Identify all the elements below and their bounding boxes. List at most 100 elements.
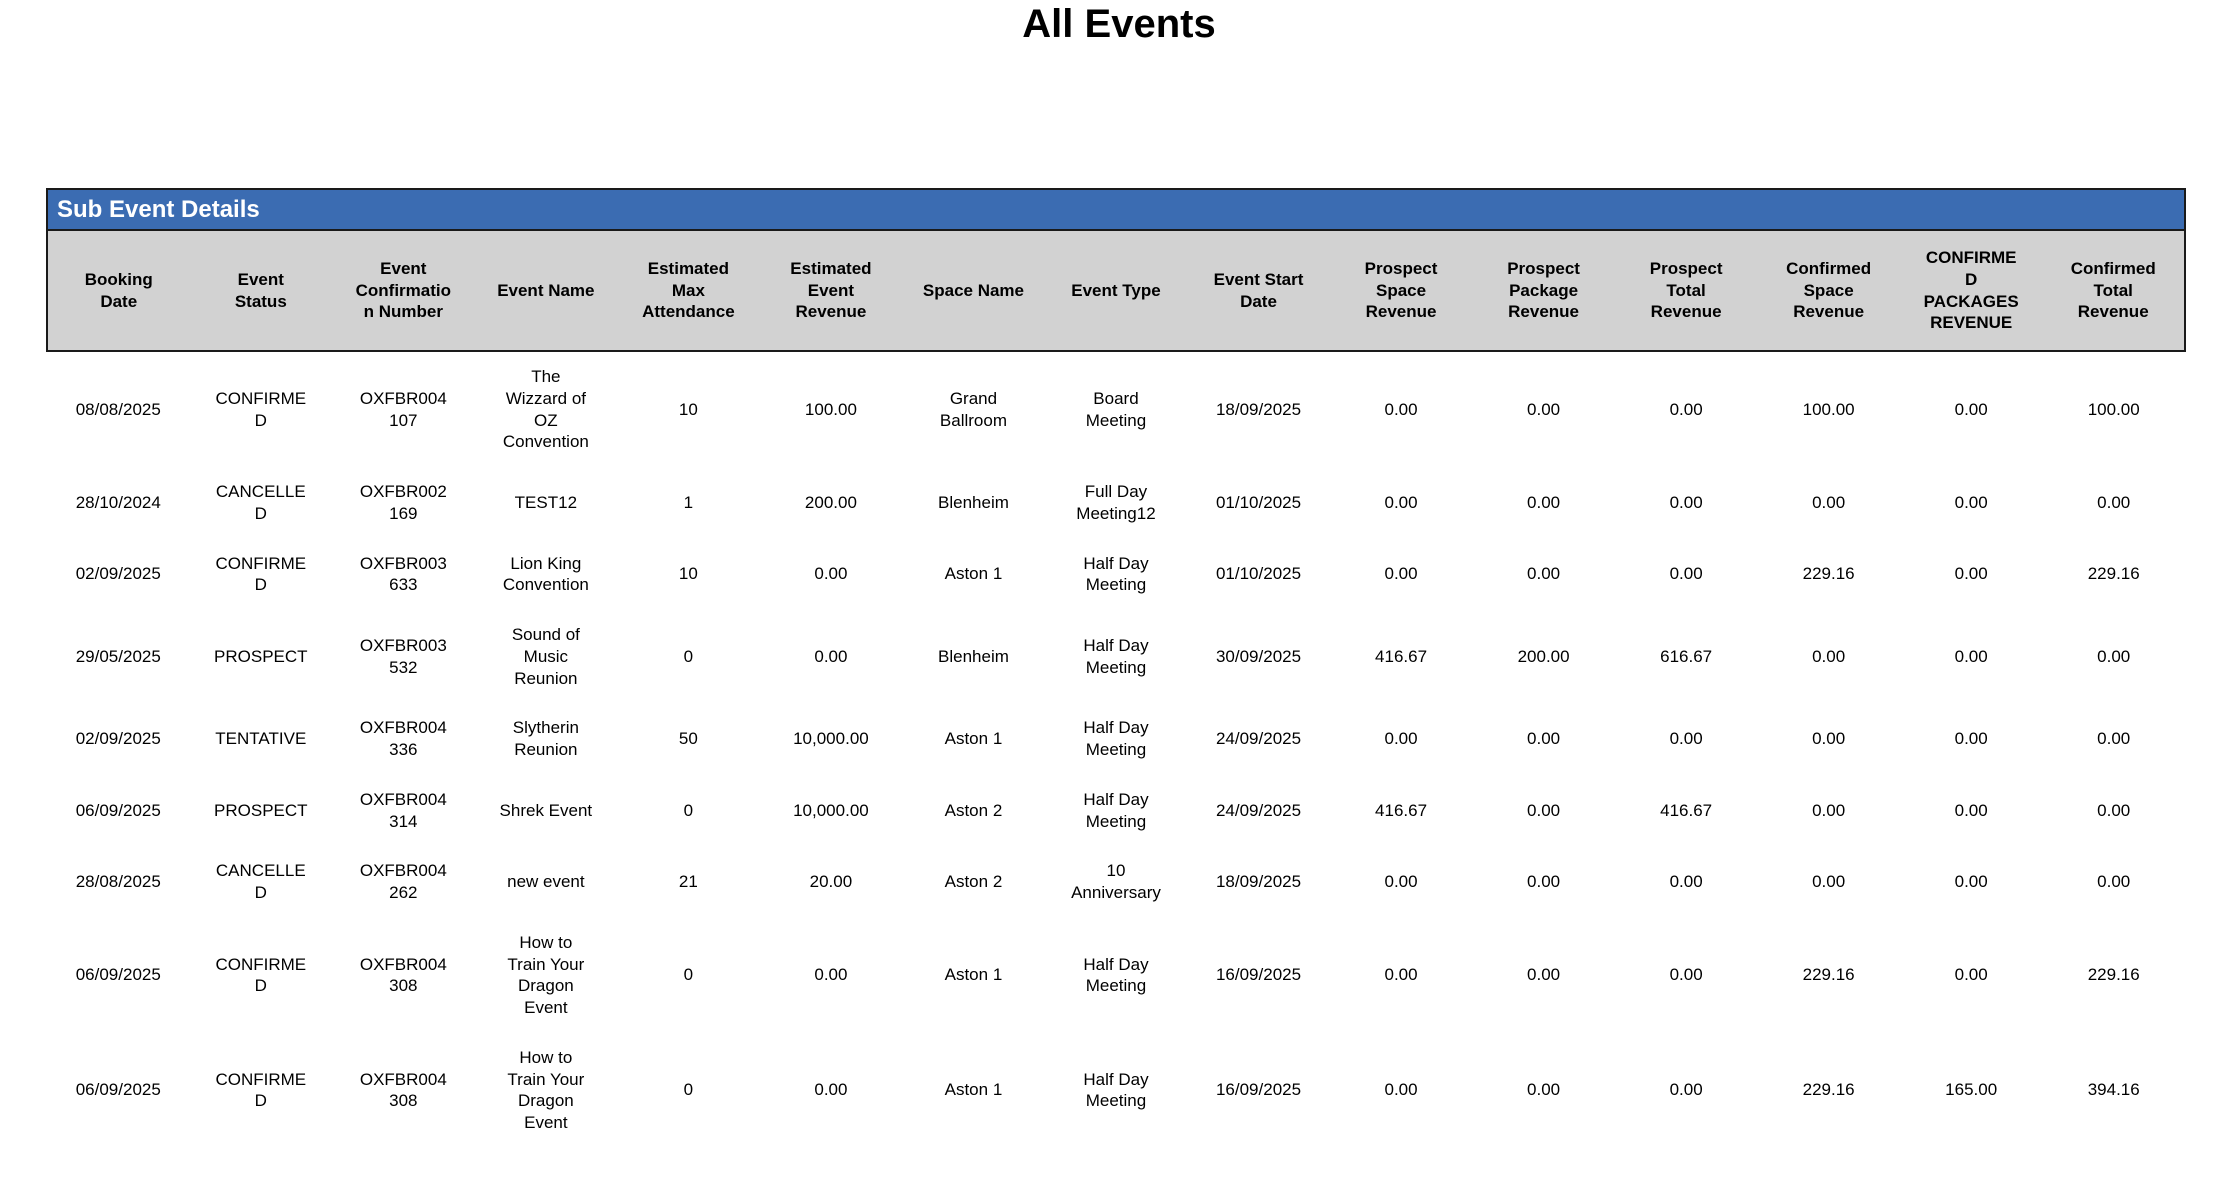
cell-confirmed-packages-revenue: 0.00 [1899,703,2043,775]
cell-space-name: Aston 1 [902,917,1045,1033]
cell-estimated-max-attendance: 10 [617,538,760,610]
cell-confirmed-space-revenue: 0.00 [1757,467,1900,539]
cell-event-status: CONFIRMED [189,917,333,1033]
cell-event-status: CANCELLED [189,846,333,918]
col-header-estimated-event-revenue: Estimated Event Revenue [759,230,903,352]
cell-event-confirmation-number: OXFBR004308 [332,1032,475,1148]
cell-booking-date: 02/09/2025 [47,538,190,610]
cell-confirmed-total-revenue: 0.00 [2042,610,2185,704]
cell-confirmed-packages-revenue: 0.00 [1899,351,2043,467]
cell-prospect-package-revenue: 200.00 [1472,610,1615,704]
cell-prospect-package-revenue: 0.00 [1472,351,1615,467]
cell-event-type: Half Day Meeting [1044,610,1188,704]
cell-confirmed-space-revenue: 229.16 [1757,1032,1900,1148]
cell-prospect-package-revenue: 0.00 [1472,774,1615,847]
cell-confirmed-packages-revenue: 0.00 [1899,467,2043,539]
cell-prospect-package-revenue: 0.00 [1472,703,1615,775]
cell-space-name: Aston 2 [902,846,1045,918]
cell-confirmed-total-revenue: 0.00 [2042,467,2185,539]
cell-event-type: 10 Anniversary [1044,846,1188,918]
cell-booking-date: 28/08/2025 [47,846,190,918]
cell-booking-date: 29/05/2025 [47,610,190,704]
cell-event-status: CONFIRMED [189,351,333,467]
table-row: 06/09/2025 CONFIRMED OXFBR004308 How to Tra… [47,1032,2185,1148]
table-row: 28/08/2025 CANCELLED OXFBR004262 new event 2… [47,846,2185,918]
table-row: 06/09/2025 PROSPECT OXFBR004314 Shrek Event… [47,774,2185,847]
cell-prospect-total-revenue: 0.00 [1614,1032,1758,1148]
cell-event-confirmation-number: OXFBR004314 [332,774,475,847]
cell-confirmed-packages-revenue: 165.00 [1899,1032,2043,1148]
cell-event-name: How to Train Your Dragon Event [474,1032,618,1148]
col-header-confirmed-total-revenue: Confirmed Total Revenue [2042,230,2186,352]
cell-estimated-max-attendance: 21 [617,846,760,918]
cell-estimated-event-revenue: 10,000.00 [759,703,903,775]
section-title: Sub Event Details [46,188,2186,231]
cell-prospect-space-revenue: 0.00 [1329,467,1473,539]
cell-prospect-total-revenue: 416.67 [1614,774,1758,847]
col-header-estimated-max-attendance: Estimated Max Attendance [617,230,760,352]
table-row: 02/09/2025 TENTATIVE OXFBR004336 Slytherin … [47,703,2185,775]
cell-prospect-space-revenue: 0.00 [1329,917,1473,1033]
table-row: 02/09/2025 CONFIRMED OXFBR003633 Lion King … [47,538,2185,610]
cell-space-name: Blenheim [902,610,1045,704]
cell-confirmed-packages-revenue: 0.00 [1899,538,2043,610]
page-title: All Events [1022,2,1216,46]
cell-confirmed-space-revenue: 0.00 [1757,774,1900,847]
cell-confirmed-packages-revenue: 0.00 [1899,610,2043,704]
cell-confirmed-space-revenue: 0.00 [1757,846,1900,918]
cell-confirmed-total-revenue: 0.00 [2042,846,2185,918]
cell-prospect-total-revenue: 0.00 [1614,351,1758,467]
cell-confirmed-space-revenue: 0.00 [1757,610,1900,704]
cell-event-type: Full Day Meeting12 [1044,467,1188,539]
table-row: 28/10/2024 CANCELLED OXFBR002169 TEST12 1 200… [47,467,2185,539]
cell-estimated-max-attendance: 10 [617,351,760,467]
cell-estimated-max-attendance: 0 [617,1032,760,1148]
cell-prospect-space-revenue: 0.00 [1329,351,1473,467]
cell-prospect-total-revenue: 0.00 [1614,467,1758,539]
table-row: 29/05/2025 PROSPECT OXFBR003532 Sound of Mu… [47,610,2185,704]
cell-event-confirmation-number: OXFBR003633 [332,538,475,610]
cell-event-confirmation-number: OXFBR004262 [332,846,475,918]
cell-booking-date: 02/09/2025 [47,703,190,775]
cell-space-name: Aston 1 [902,538,1045,610]
cell-event-name: Shrek Event [474,774,618,847]
cell-space-name: Aston 1 [902,703,1045,775]
col-header-prospect-package-revenue: Prospect Package Revenue [1472,230,1615,352]
cell-prospect-space-revenue: 0.00 [1329,846,1473,918]
cell-event-start-date: 24/09/2025 [1187,774,1330,847]
cell-prospect-total-revenue: 0.00 [1614,538,1758,610]
cell-event-name: Slytherin Reunion [474,703,618,775]
cell-event-start-date: 16/09/2025 [1187,917,1330,1033]
cell-event-start-date: 01/10/2025 [1187,538,1330,610]
cell-space-name: Grand Ballroom [902,351,1045,467]
table-body: 08/08/2025 CONFIRMED OXFBR004107 The Wizzar… [47,351,2185,1148]
cell-event-type: Half Day Meeting [1044,538,1188,610]
cell-booking-date: 06/09/2025 [47,774,190,847]
cell-estimated-event-revenue: 0.00 [759,538,903,610]
cell-event-start-date: 24/09/2025 [1187,703,1330,775]
cell-prospect-package-revenue: 0.00 [1472,538,1615,610]
col-header-event-name: Event Name [474,230,618,352]
cell-confirmed-packages-revenue: 0.00 [1899,846,2043,918]
cell-event-status: CANCELLED [189,467,333,539]
cell-event-status: PROSPECT [189,610,333,704]
cell-prospect-total-revenue: 0.00 [1614,846,1758,918]
cell-event-start-date: 01/10/2025 [1187,467,1330,539]
cell-event-confirmation-number: OXFBR004308 [332,917,475,1033]
col-header-space-name: Space Name [902,230,1045,352]
cell-confirmed-space-revenue: 229.16 [1757,538,1900,610]
cell-space-name: Aston 2 [902,774,1045,847]
cell-event-status: TENTATIVE [189,703,333,775]
cell-prospect-total-revenue: 0.00 [1614,917,1758,1033]
cell-confirmed-space-revenue: 0.00 [1757,703,1900,775]
cell-confirmed-total-revenue: 100.00 [2042,351,2185,467]
cell-prospect-space-revenue: 0.00 [1329,703,1473,775]
cell-estimated-event-revenue: 10,000.00 [759,774,903,847]
cell-prospect-space-revenue: 0.00 [1329,538,1473,610]
cell-event-confirmation-number: OXFBR004336 [332,703,475,775]
cell-event-type: Half Day Meeting [1044,917,1188,1033]
cell-estimated-event-revenue: 200.00 [759,467,903,539]
cell-event-start-date: 18/09/2025 [1187,351,1330,467]
cell-event-start-date: 18/09/2025 [1187,846,1330,918]
cell-event-type: Half Day Meeting [1044,703,1188,775]
